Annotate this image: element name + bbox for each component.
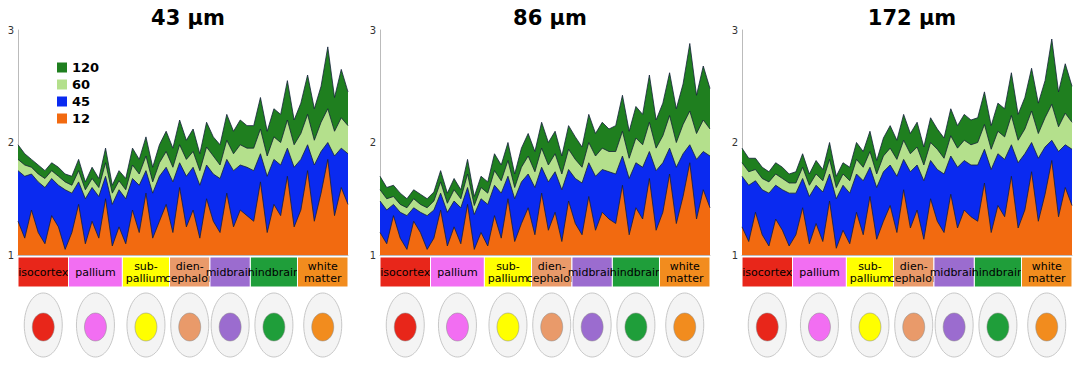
svg-text:matter: matter [304, 272, 342, 285]
svg-text:pallium: pallium [488, 272, 529, 285]
svg-text:2: 2 [370, 137, 376, 148]
svg-text:hindbrain: hindbrain [248, 266, 300, 279]
svg-text:white: white [307, 259, 338, 273]
svg-text:midbrain: midbrain [205, 265, 255, 279]
svg-text:3: 3 [8, 25, 14, 36]
svg-text:white: white [1031, 259, 1062, 273]
svg-text:pallium: pallium [437, 266, 478, 279]
svg-text:3: 3 [370, 25, 376, 36]
svg-text:isocortex: isocortex [380, 266, 431, 279]
svg-text:pallium: pallium [850, 272, 891, 285]
svg-text:1: 1 [370, 250, 376, 261]
svg-text:midbrain: midbrain [929, 265, 979, 279]
svg-text:120: 120 [72, 60, 99, 75]
svg-text:172 μm: 172 μm [868, 6, 956, 30]
svg-text:isocortex: isocortex [18, 266, 69, 279]
svg-text:pallium: pallium [75, 266, 116, 279]
svg-text:pallium: pallium [126, 272, 167, 285]
svg-text:matter: matter [1028, 272, 1066, 285]
svg-text:sub-: sub- [134, 259, 158, 273]
svg-text:dien-: dien- [537, 259, 566, 273]
svg-text:12: 12 [72, 111, 90, 126]
svg-text:pallium: pallium [799, 266, 840, 279]
svg-text:86 μm: 86 μm [513, 6, 587, 30]
svg-text:dien-: dien- [175, 259, 204, 273]
svg-text:sub-: sub- [858, 259, 882, 273]
svg-text:1: 1 [8, 250, 14, 261]
svg-text:43 μm: 43 μm [151, 6, 225, 30]
svg-text:sub-: sub- [496, 259, 520, 273]
svg-text:dien-: dien- [899, 259, 928, 273]
svg-text:white: white [669, 259, 700, 273]
svg-text:midbrain: midbrain [567, 265, 617, 279]
svg-text:hindbrain: hindbrain [610, 266, 662, 279]
svg-text:cephalon: cephalon [526, 271, 577, 285]
svg-text:45: 45 [72, 94, 90, 109]
svg-text:matter: matter [666, 272, 704, 285]
svg-text:3: 3 [732, 25, 738, 36]
svg-text:2: 2 [732, 137, 738, 148]
svg-text:cephalon: cephalon [164, 271, 215, 285]
svg-text:isocortex: isocortex [742, 266, 793, 279]
svg-text:hindbrain: hindbrain [972, 266, 1024, 279]
svg-text:1: 1 [732, 250, 738, 261]
svg-text:60: 60 [72, 77, 90, 92]
svg-text:cephalon: cephalon [888, 271, 939, 285]
svg-text:2: 2 [8, 137, 14, 148]
